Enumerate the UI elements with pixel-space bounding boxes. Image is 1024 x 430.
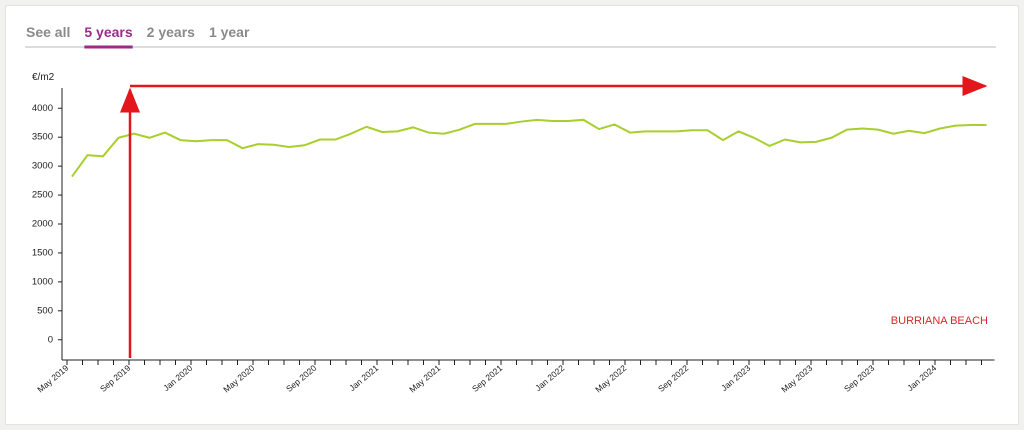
card: [5, 5, 1019, 425]
x-tick-label: Jan 2024: [905, 363, 938, 393]
x-tick-label: May 2022: [593, 363, 628, 395]
x-tick-label: Jan 2022: [533, 363, 566, 393]
y-tick-label: 3000: [32, 161, 53, 172]
y-tick-label: 2000: [32, 219, 53, 230]
x-tick-label: Sep 2021: [470, 363, 505, 394]
x-tick-label: May 2019: [35, 363, 70, 395]
line: [71, 118, 987, 178]
x-tick-label: May 2020: [221, 363, 256, 395]
y-tick-label: 500: [37, 305, 53, 316]
y-tick-label: 1500: [32, 247, 53, 258]
y-tick-label: 2500: [32, 190, 53, 201]
x-tick-label: May 2023: [779, 363, 814, 395]
x-tick-label: Sep 2023: [842, 363, 877, 394]
tab[interactable]: 1 year: [209, 24, 250, 40]
x-tick-label: Jan 2021: [347, 363, 380, 393]
plot: 0 500 1000 1500 2000 2500 3000 3500 4000 May 2019…: [32, 88, 995, 395]
y-tick-label: 3500: [32, 132, 53, 143]
y-tick-label: 1000: [32, 276, 53, 287]
y-axis-label: €/m2: [32, 72, 55, 83]
y-tick-label: 0: [48, 334, 53, 345]
x-tick-label: Sep 2022: [656, 363, 691, 394]
x-tick-label: Sep 2019: [98, 363, 133, 394]
x-tick-label: Sep 2020: [284, 363, 319, 394]
x-tick-label: May 2021: [407, 363, 442, 395]
tab[interactable]: 2 years: [147, 24, 195, 40]
tab[interactable]: See all: [26, 24, 70, 40]
x-tick-label: Jan 2023: [719, 363, 752, 393]
tab[interactable]: 5 years: [84, 24, 132, 40]
tab-bar: See all 5 years 2 years 1 year: [26, 24, 250, 49]
y-tick-label: 4000: [32, 103, 53, 114]
x-tick-label: Jan 2020: [161, 363, 194, 393]
annotation: BURRIANA BEACH: [891, 315, 988, 327]
